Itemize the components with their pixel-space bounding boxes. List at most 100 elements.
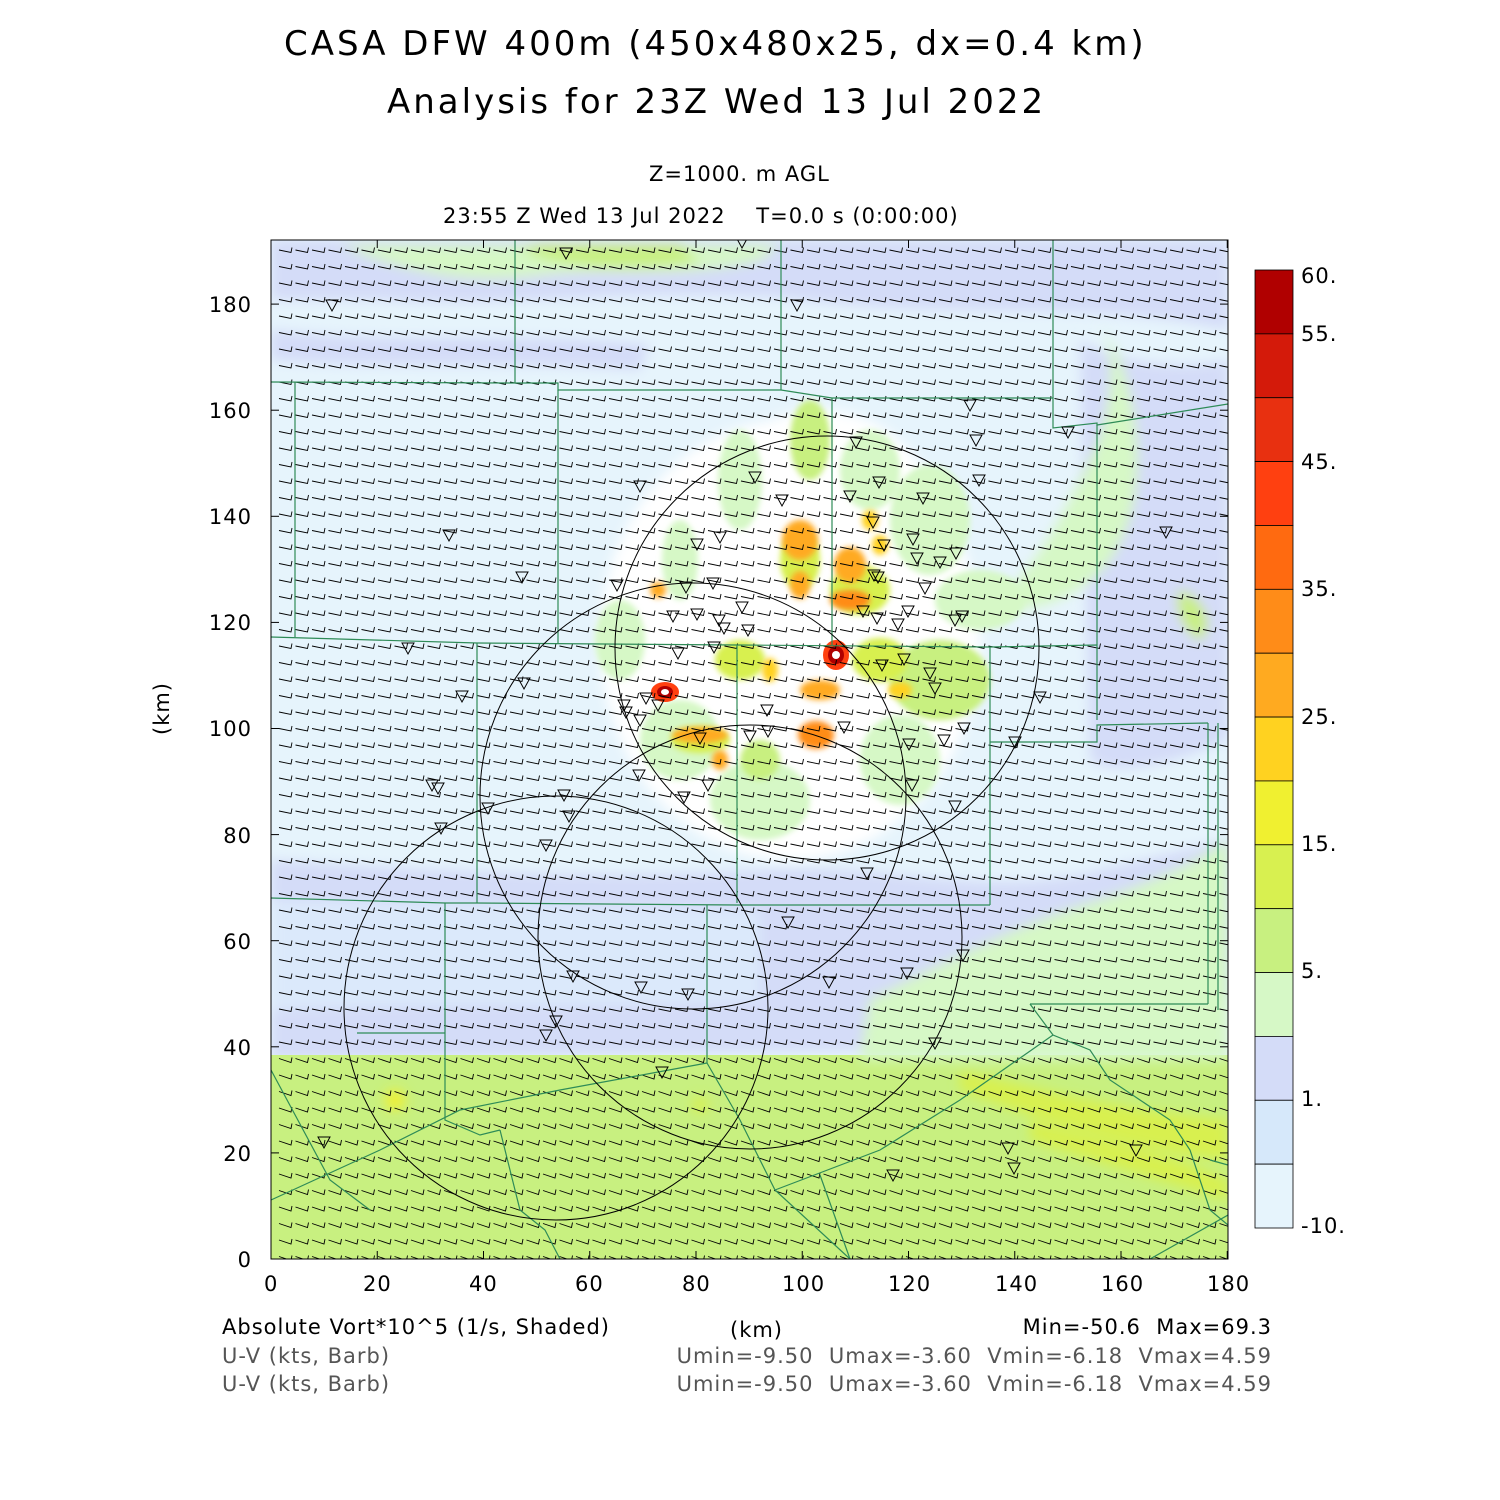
station-marker: [1159, 526, 1173, 540]
x-tick-label: 100: [782, 1272, 826, 1296]
station-marker: [619, 706, 633, 720]
axis-ticks: [270, 240, 1228, 1260]
x-tick-label: 180: [1207, 1272, 1251, 1296]
station-marker: [928, 1037, 942, 1051]
station-marker: [1129, 1144, 1143, 1158]
station-marker: [933, 556, 947, 570]
station-marker: [713, 531, 727, 545]
station-marker: [425, 779, 439, 793]
station-marker: [900, 967, 914, 981]
colorbar-segment: [1254, 588, 1294, 654]
station-marker: [559, 247, 573, 261]
colorbar-segment: [1254, 1036, 1294, 1101]
uv-range-1: Umin=-9.50 Umax=-3.60 Vmin=-6.18 Vmax=4.…: [676, 1344, 1272, 1368]
station-marker: [701, 779, 715, 793]
station-marker: [897, 653, 911, 667]
colorbar-label: 60.: [1301, 264, 1338, 288]
station-marker: [633, 480, 647, 494]
colorbar-label: 55.: [1301, 322, 1338, 346]
y-axis-label: (km): [150, 681, 174, 735]
station-marker: [969, 434, 983, 448]
y-tick-label: 0: [237, 1248, 252, 1272]
y-tick-label: 140: [208, 505, 252, 529]
colorbar-segment: [1254, 397, 1294, 463]
barb-legend-2: U-V (kts, Barb): [222, 1372, 391, 1396]
station-marker: [963, 399, 977, 413]
station-marker: [875, 659, 889, 673]
station-marker: [690, 538, 704, 552]
station-marker: [781, 916, 795, 930]
station-marker: [539, 1029, 553, 1043]
station-marker: [539, 839, 553, 853]
colorbar-segment: [1254, 908, 1294, 973]
colorbar-segment: [1254, 269, 1294, 335]
county-lines: [271, 240, 1228, 1259]
y-tick-label: 100: [208, 717, 252, 741]
valid-time: 23:55 Z Wed 13 Jul 2022 T=0.0 s (0:00:00…: [443, 204, 959, 228]
station-marker: [1061, 426, 1075, 440]
station-marker: [566, 970, 580, 984]
station-marker: [679, 581, 693, 595]
field-description: Absolute Vort*10^5 (1/s, Shaded): [222, 1315, 610, 1339]
y-tick-label: 80: [223, 824, 252, 848]
station-marker: [741, 624, 755, 638]
station-marker: [1001, 1142, 1015, 1156]
station-marker: [872, 476, 886, 490]
station-marker: [822, 976, 836, 990]
station-marker: [693, 732, 707, 746]
wind-barbs: [278, 247, 1228, 1259]
station-marker: [877, 539, 891, 553]
shaded-field: [271, 240, 1228, 1259]
station-marker: [681, 988, 695, 1002]
station-marker: [317, 1136, 331, 1150]
station-marker: [948, 614, 962, 628]
station-marker: [860, 867, 874, 881]
colorbar-segment: [1254, 525, 1294, 590]
station-marker: [655, 1066, 669, 1080]
station-marker: [610, 579, 624, 593]
colorbar-segment: [1254, 716, 1294, 782]
station-marker: [928, 682, 942, 696]
station-marker: [760, 704, 774, 718]
station-marker: [633, 714, 647, 728]
station-marker: [923, 667, 937, 681]
colorbar-label: -10.: [1301, 1214, 1346, 1238]
station-markers: [317, 240, 1173, 1183]
station-marker: [748, 471, 762, 485]
station-marker: [886, 1169, 900, 1183]
colorbar-segment: [1254, 652, 1294, 718]
station-marker: [562, 810, 576, 824]
x-tick-label: 120: [888, 1272, 932, 1296]
station-marker: [401, 642, 415, 656]
station-marker: [937, 734, 951, 748]
station-marker: [902, 738, 916, 752]
station-marker: [634, 981, 648, 995]
station-marker: [867, 569, 881, 583]
colorbar-label: 45.: [1301, 450, 1338, 474]
station-marker: [549, 1015, 563, 1029]
station-marker: [918, 582, 932, 596]
station-marker: [891, 618, 905, 632]
y-tick-label: 120: [208, 611, 252, 635]
barb-legend-1: U-V (kts, Barb): [222, 1344, 391, 1368]
station-marker: [632, 769, 646, 783]
station-marker: [717, 622, 731, 636]
x-tick-label: 80: [682, 1272, 711, 1296]
title-line-1: CASA DFW 400m (450x480x25, dx=0.4 km): [284, 24, 1147, 64]
station-marker: [910, 552, 924, 566]
y-tick-label: 20: [223, 1142, 252, 1166]
station-marker: [666, 610, 680, 624]
station-marker: [557, 789, 571, 803]
x-tick-label: 0: [264, 1272, 279, 1296]
station-marker: [916, 492, 930, 506]
station-marker: [1008, 736, 1022, 750]
y-tick-label: 40: [223, 1036, 252, 1060]
station-marker: [481, 802, 495, 816]
station-marker: [434, 822, 448, 836]
station-marker: [712, 614, 726, 628]
colorbar-label: 1.: [1301, 1087, 1324, 1111]
station-marker: [956, 949, 970, 963]
plot-frame: [270, 239, 1229, 1260]
wind-barb-field: [278, 247, 1228, 1259]
colorbar-label: 15.: [1301, 832, 1338, 856]
